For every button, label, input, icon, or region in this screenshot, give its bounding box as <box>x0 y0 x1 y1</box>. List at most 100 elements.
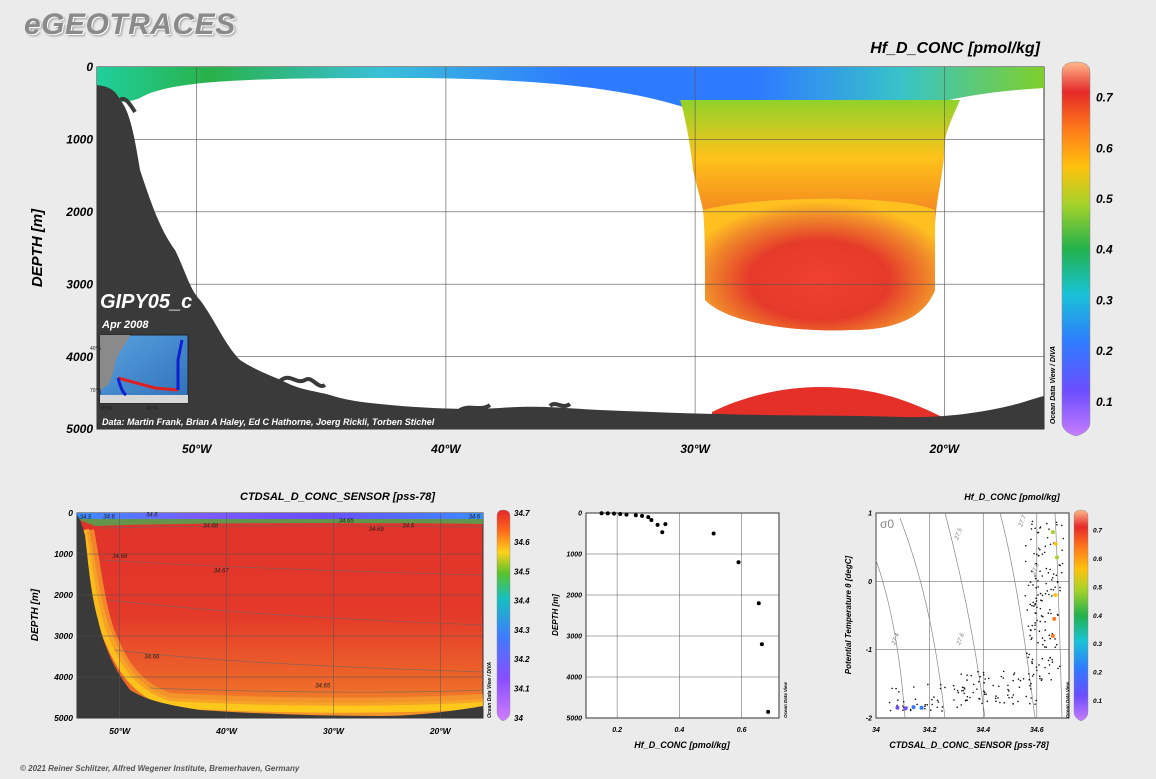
ts-colored-point <box>1054 555 1059 560</box>
isopycnal-label-27.4: 27.4 <box>891 632 901 647</box>
profile-points <box>599 511 771 714</box>
ts-point <box>994 697 997 700</box>
ts-point <box>1029 603 1032 606</box>
y-tick-label: 1000 <box>566 551 582 558</box>
ts-point <box>985 693 988 695</box>
ts-point <box>1050 588 1052 591</box>
ts-point <box>1045 567 1048 570</box>
colorbar-tick-label: 0.6 <box>1093 556 1102 563</box>
ts-point <box>981 702 983 705</box>
ts-point <box>1029 684 1031 687</box>
colorbar-tick-label: 34.2 <box>514 655 530 664</box>
y-tick-label: 4000 <box>565 674 582 681</box>
ts-point <box>1028 673 1030 675</box>
ts-point <box>1051 659 1053 661</box>
ts-point <box>1035 586 1037 589</box>
ts-point <box>997 697 999 699</box>
ts-point <box>924 705 926 708</box>
ts-point <box>1028 678 1031 681</box>
ts-point <box>1038 664 1040 666</box>
profile-point <box>711 531 716 536</box>
ts-point <box>1037 641 1039 644</box>
ts-point <box>1032 584 1034 586</box>
colorbar-tick-label: 0.4 <box>1096 243 1113 257</box>
profile-side-label: Ocean Data View <box>783 681 788 718</box>
colorbar-tick-label: 0.2 <box>1096 344 1113 358</box>
y-tick-label: 3000 <box>66 277 93 291</box>
main-gridlines <box>97 67 1044 429</box>
ts-point <box>924 704 927 706</box>
y-tick-label: 1 <box>868 510 872 517</box>
ts-point <box>1002 670 1005 673</box>
profile-point <box>649 517 654 522</box>
colorbar-tick-label: 34.5 <box>514 567 530 576</box>
ts-point <box>1008 696 1010 699</box>
x-tick-label: 30°W <box>323 726 345 736</box>
ts-point <box>1029 581 1032 583</box>
ts-point <box>956 706 959 708</box>
profile-point <box>618 512 623 517</box>
contour-label: 34.6 <box>469 514 481 520</box>
ts-point <box>1029 702 1031 705</box>
ts-colored-point <box>1053 541 1058 546</box>
salinity-bathymetry <box>77 515 483 718</box>
profile-point <box>612 511 617 516</box>
ts-point <box>1032 673 1035 676</box>
ts-point <box>1048 528 1050 530</box>
main-axis-ticks: 50°W 40°W 30°W 20°W 0 1000 2000 3000 4000 5000 <box>65 60 960 456</box>
ts-point <box>1056 613 1059 616</box>
ts-point <box>1046 590 1049 592</box>
ts-point <box>937 701 940 703</box>
ts-point <box>1030 538 1032 541</box>
colorbar-tick-label: 34.4 <box>514 597 530 606</box>
ts-colorbar <box>1073 509 1089 722</box>
x-tick-label: 20°W <box>429 726 452 736</box>
colorbar-tick-label: 0.5 <box>1096 192 1113 206</box>
ts-point <box>909 708 912 711</box>
salinity-axis-ticks: 50°W 40°W 30°W 20°W 0 1000 2000 3000 4000 5000 <box>53 508 452 736</box>
ts-point <box>1024 545 1027 547</box>
salinity-surface-layer <box>77 513 483 519</box>
profile-y-axis-label: DEPTH [m] <box>551 594 560 636</box>
y-tick-label: 0 <box>86 60 93 74</box>
main-colorbar <box>1061 61 1091 437</box>
ts-point <box>898 690 900 693</box>
colorbar-tick-label: 0.1 <box>1096 395 1113 409</box>
ts-point <box>1012 694 1015 696</box>
profile-point <box>655 522 660 527</box>
ts-point <box>1035 562 1037 565</box>
ts-point <box>897 699 899 701</box>
ts-point <box>960 689 963 692</box>
colorbar-tick-label: 34.3 <box>514 626 530 635</box>
colorbar-tick-label: 0.7 <box>1096 91 1114 105</box>
colorbar-tick-label: 34.1 <box>514 685 530 694</box>
ts-colored-point <box>1050 530 1055 535</box>
ts-colored-point <box>911 705 916 710</box>
x-tick-label: 50°W <box>182 442 213 456</box>
ts-point <box>1024 560 1027 563</box>
ts-point <box>1044 621 1046 623</box>
y-tick-label: 3000 <box>566 633 582 640</box>
ts-axis-ticks: 34 34.2 34.4 34.6 1 0 -1 -2 <box>866 510 1044 734</box>
contour-label: 34.6 <box>402 523 414 529</box>
ts-point <box>978 680 980 683</box>
ts-point <box>1048 593 1050 596</box>
y-tick-label: 5000 <box>54 713 73 723</box>
x-tick-label: 34.2 <box>923 727 937 734</box>
x-tick-label: 0.4 <box>675 727 685 734</box>
ts-point <box>1003 702 1006 704</box>
ts-point <box>1007 684 1009 687</box>
ts-point <box>1007 694 1009 696</box>
ts-point <box>1044 666 1046 669</box>
x-tick-label: 30°W <box>680 442 711 456</box>
ts-point <box>1044 592 1047 595</box>
ts-point <box>1037 547 1040 550</box>
main-section-plot: 40°S 70°S 80°W 40°W GIPY05_c Apr 2008 Da… <box>90 66 1045 430</box>
ts-point <box>1039 599 1042 602</box>
ts-point <box>1052 589 1055 591</box>
ts-point <box>1049 609 1051 611</box>
y-tick-label: 1000 <box>66 133 93 147</box>
data-credit: Data: Martin Frank, Brian A Haley, Ed C … <box>102 417 435 427</box>
ts-point <box>1049 543 1052 546</box>
colorbar-tick-label: 0.1 <box>1093 698 1102 705</box>
